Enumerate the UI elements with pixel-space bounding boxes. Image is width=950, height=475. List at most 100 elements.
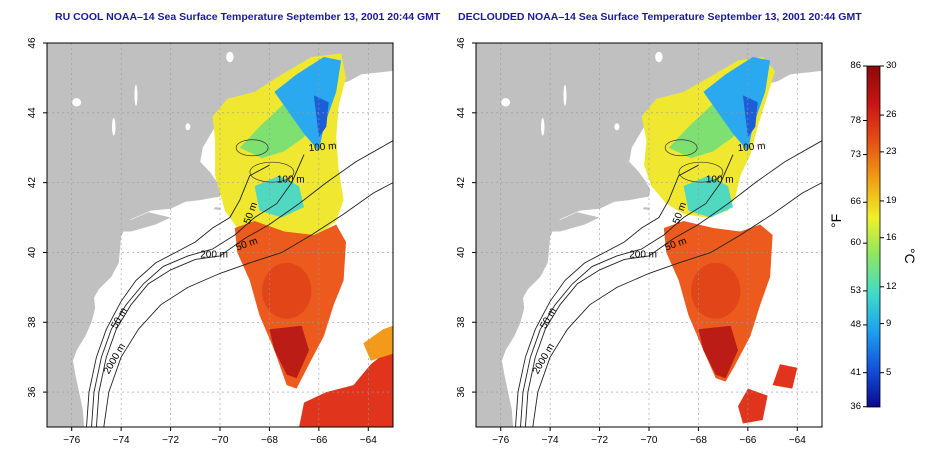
long-island — [123, 212, 175, 232]
isobath-2000m — [103, 182, 393, 427]
fahrenheit-tick-label: 41 — [850, 366, 861, 378]
long-island — [552, 212, 604, 232]
lon-tick-label: −66 — [310, 435, 327, 446]
isobath-50m-basin — [235, 139, 269, 157]
sst-southern-patch — [363, 325, 393, 361]
isobath-label-100m-north: 100 m — [737, 141, 766, 154]
sst-bay-of-fundy-cool — [703, 57, 771, 152]
celsius-tick-label: 9 — [886, 317, 892, 329]
fahrenheit-tick-label: 60 — [850, 237, 861, 249]
lon-tick-label: −74 — [113, 435, 130, 446]
lat-tick-label: 36 — [456, 386, 467, 398]
isobath-100m — [520, 154, 734, 427]
isobath-label-2000m: 2000 m — [102, 342, 128, 376]
fahrenheit-tick-label: 78 — [850, 114, 861, 126]
celsius-tick-label: 12 — [886, 280, 897, 292]
isobath-label-50m-shelf: 50 m — [235, 236, 260, 254]
map-frame — [46, 42, 394, 428]
celsius-tick-label: 23 — [886, 145, 897, 157]
lat-tick-label: 38 — [456, 316, 467, 328]
lon-tick-label: −76 — [63, 435, 80, 446]
lake-3 — [563, 84, 567, 106]
isobath-200m — [524, 140, 822, 427]
sst-southern-patch — [738, 388, 768, 424]
sst-slope-water — [234, 221, 346, 389]
sst-gulf-of-maine-warm — [641, 57, 775, 218]
sst-gulf-stream-core — [698, 325, 738, 379]
lake-3 — [134, 84, 138, 106]
isobath-label-50m-bank: 50 m — [242, 201, 260, 226]
isobath-label-50m-shelf: 50 m — [664, 236, 689, 254]
isobath-label-200m: 200 m — [629, 250, 657, 261]
lon-tick-label: −72 — [162, 435, 179, 446]
isobath-label-2000m: 2000 m — [531, 342, 557, 376]
lat-tick-label: 44 — [27, 107, 38, 119]
fahrenheit-tick-label: 36 — [850, 400, 861, 412]
sst-gulf-of-maine-mid — [239, 91, 317, 159]
fahrenheit-tick-label: 86 — [850, 60, 861, 71]
sst-coldest-patch — [313, 95, 329, 138]
lake-1 — [72, 98, 82, 107]
map-frame — [475, 42, 823, 428]
lat-tick-label: 36 — [27, 386, 38, 398]
lat-tick-label: 46 — [27, 37, 38, 49]
colorbar-gradient — [866, 65, 881, 408]
lon-tick-label: −74 — [542, 435, 559, 446]
lake-1 — [501, 98, 511, 107]
sst-southern-patch-2 — [772, 364, 798, 389]
lat-tick-label: 46 — [456, 37, 467, 49]
lon-tick-label: −70 — [212, 435, 229, 446]
lon-tick-label: −64 — [789, 435, 806, 446]
lake-5 — [226, 51, 234, 63]
lat-tick-label: 38 — [27, 316, 38, 328]
lat-tick-label: 40 — [27, 246, 38, 258]
land-mass — [47, 43, 393, 427]
isobath-2000m — [532, 182, 822, 427]
fahrenheit-tick-label: 66 — [850, 196, 861, 208]
lat-tick-label: 44 — [456, 107, 467, 119]
fahrenheit-tick-label: 53 — [850, 284, 861, 296]
isobath-label-100m-north: 100 m — [308, 141, 337, 154]
isobath-label-50m-coast: 50 m — [109, 306, 130, 331]
isobath-100m-basin — [678, 161, 724, 183]
celsius-unit-label: °C — [902, 248, 918, 264]
lon-tick-label: −70 — [641, 435, 658, 446]
lon-tick-label: −76 — [492, 435, 509, 446]
sst-georges-bank — [683, 175, 733, 218]
isobath-50m-basin — [664, 139, 698, 157]
isobath-label-100m: 100 m — [277, 175, 305, 186]
isobath-200m — [95, 140, 393, 427]
celsius-tick-label: 19 — [886, 194, 897, 206]
ocean-background — [47, 43, 393, 427]
isobath-label-50m-coast: 50 m — [538, 306, 559, 331]
sst-gulf-stream-core — [269, 325, 309, 379]
isobath-label-100m: 100 m — [706, 175, 734, 186]
ocean-background — [476, 43, 822, 427]
sst-georges-bank — [254, 175, 304, 218]
nantucket-island — [642, 207, 651, 210]
isobath-100m-basin — [249, 161, 295, 183]
lon-tick-label: −68 — [261, 435, 278, 446]
celsius-tick-label: 16 — [886, 231, 897, 243]
lat-tick-label: 42 — [27, 177, 38, 189]
lon-tick-label: −64 — [360, 435, 377, 446]
land-mass — [476, 43, 822, 427]
isobath-label-200m: 200 m — [200, 250, 228, 261]
sst-bay-of-fundy-cool — [274, 57, 342, 152]
isobath-50m — [515, 164, 699, 427]
lake-4 — [614, 123, 620, 131]
sst-coldest-patch — [742, 95, 758, 138]
sst-warm-core-eddy — [262, 262, 312, 319]
fahrenheit-tick-label: 48 — [850, 318, 861, 330]
celsius-tick-label: 5 — [886, 366, 892, 378]
lake-2 — [540, 118, 545, 136]
lake-5 — [655, 51, 663, 63]
isobath-label-50m-bank: 50 m — [671, 201, 689, 226]
lat-tick-label: 40 — [456, 246, 467, 258]
right-map-title: DECLOUDED NOAA–14 Sea Surface Temperatur… — [458, 11, 862, 23]
lon-tick-label: −68 — [690, 435, 707, 446]
sst-warm-core-eddy — [691, 262, 741, 319]
